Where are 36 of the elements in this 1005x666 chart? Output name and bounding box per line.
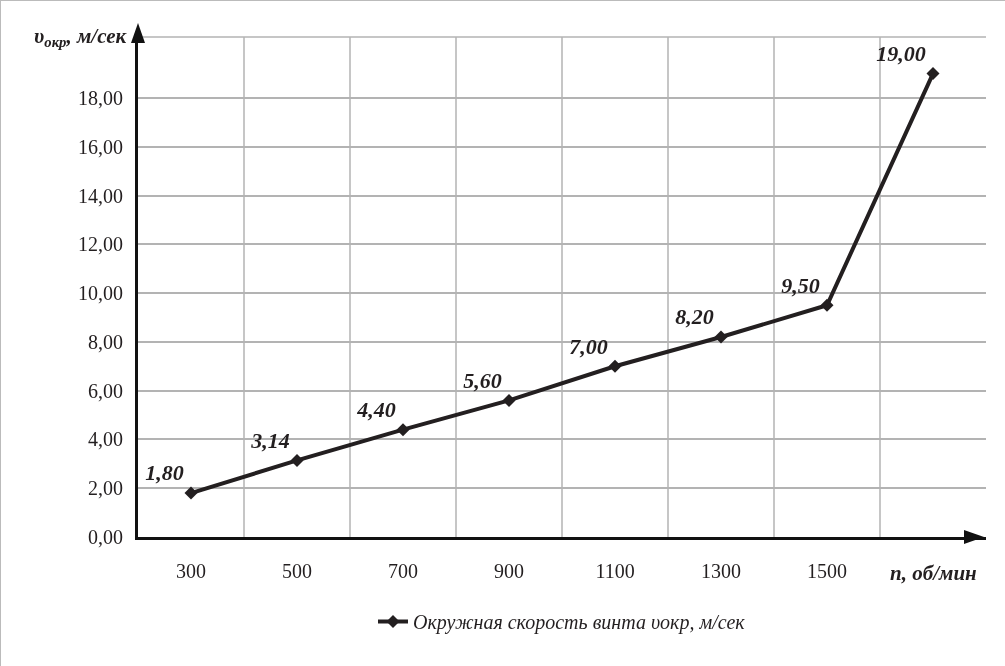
x-tick-label: 1300 [701, 560, 741, 582]
point [926, 67, 940, 81]
point [502, 393, 516, 407]
y-tick-label: 8,00 [88, 330, 123, 353]
point [820, 298, 834, 312]
x-tick-label: 300 [176, 560, 206, 582]
y-tick-label: 0,00 [88, 526, 123, 548]
x-tick-label: 900 [494, 560, 524, 582]
point [396, 423, 410, 437]
y-tick-label: 10,00 [78, 282, 123, 305]
data-label: 7,00 [569, 333, 608, 359]
point [714, 330, 728, 344]
data-label: 9,50 [781, 272, 820, 298]
legend-label: Окружная скорость винта υокр, м/сек [413, 611, 746, 635]
y-tick-label: 4,00 [88, 428, 123, 451]
y-tick-label: 2,00 [88, 477, 123, 500]
x-tick-label: 700 [388, 560, 418, 582]
point [608, 359, 622, 373]
data-label: 19,00 [876, 40, 926, 66]
x-axis-title: n, об/мин [890, 561, 977, 585]
data-label: 5,60 [463, 367, 502, 393]
x-tick-label: 1100 [595, 560, 635, 582]
point [184, 486, 198, 500]
data-label: 8,20 [675, 304, 714, 330]
y-tick-label: 14,00 [78, 184, 123, 207]
y-tick-label: 18,00 [78, 86, 123, 109]
y-tick-label: 16,00 [78, 135, 123, 158]
data-label: 3,14 [250, 427, 290, 453]
point [290, 453, 304, 467]
data-label: 1,80 [145, 460, 184, 486]
y-axis-title: υ$_{окр}$, м/сек [34, 24, 128, 51]
data-label: 4,40 [356, 396, 396, 422]
y-tick-label: 6,00 [88, 379, 123, 402]
x-tick-label: 500 [282, 560, 312, 582]
y-tick-label: 12,00 [78, 233, 123, 256]
x-tick-label: 1500 [807, 560, 847, 582]
